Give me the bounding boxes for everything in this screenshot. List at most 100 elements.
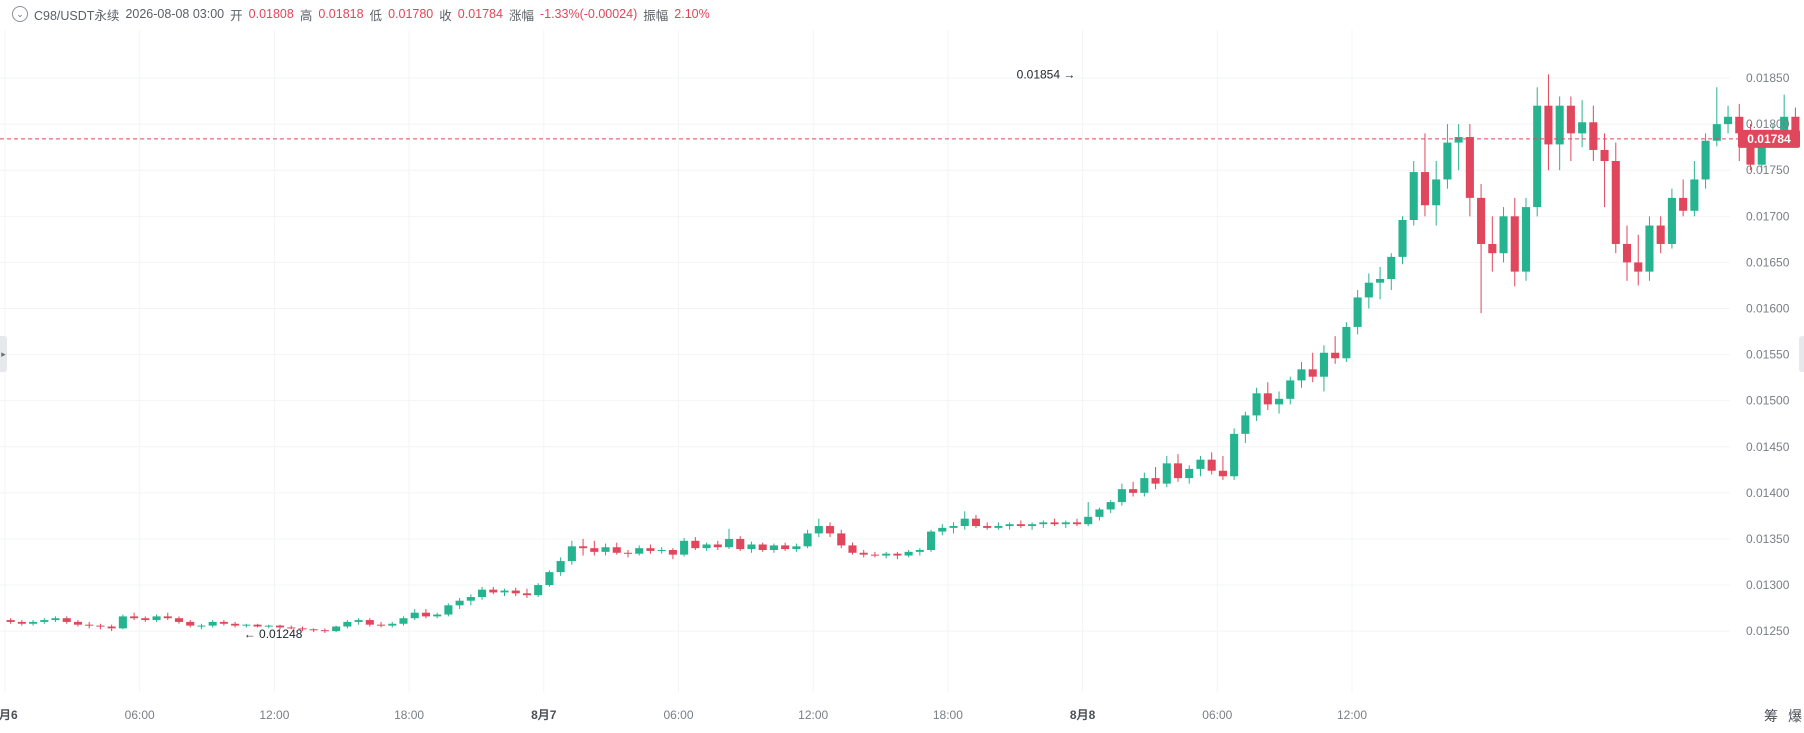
candle-body: [1735, 116, 1744, 134]
candle-body: [1544, 105, 1553, 145]
candle-body: [1319, 352, 1328, 377]
candle-body: [1252, 393, 1261, 416]
y-tick-label: 0.01250: [1746, 624, 1790, 638]
candle-body: [904, 551, 913, 556]
amplitude-value: 2.10%: [674, 7, 710, 21]
candle-body: [792, 546, 801, 550]
candle-body: [231, 623, 240, 626]
candle-body: [186, 621, 195, 626]
candle-body: [410, 612, 419, 619]
right-panel-toggle[interactable]: [1799, 336, 1804, 372]
candle-body: [758, 544, 767, 551]
candle-body: [1521, 207, 1531, 272]
candle-body: [983, 526, 992, 528]
candle-body: [1218, 470, 1227, 477]
candle-body: [1263, 393, 1272, 405]
candle-body: [522, 593, 532, 596]
candle-body: [691, 540, 700, 549]
annotation-layer: 0.01854 → ← 0.01248: [244, 67, 1076, 641]
candle-body: [174, 618, 184, 622]
candle-body: [724, 538, 734, 548]
symbol-label[interactable]: C98/USDT永续: [34, 8, 120, 23]
candle-body: [1555, 105, 1564, 145]
candle-body: [915, 550, 924, 552]
candle-body: [1701, 140, 1710, 180]
candle-body: [848, 545, 857, 553]
candle-body: [309, 629, 318, 631]
y-tick-label: 0.01800: [1746, 117, 1790, 131]
change-value: -1.33%(-0.00024): [539, 7, 638, 21]
candle-body: [1510, 216, 1519, 272]
candle-body: [1005, 524, 1014, 527]
y-tick-label: 0.01650: [1746, 255, 1790, 269]
candle-body: [736, 538, 745, 550]
left-panel-toggle[interactable]: ▸: [0, 336, 7, 372]
candle-body: [1297, 369, 1306, 381]
candle-body: [354, 620, 363, 622]
candle-body: [1274, 398, 1284, 405]
liquidation-tag[interactable]: 爆: [1788, 708, 1802, 724]
candle-body: [1230, 433, 1239, 477]
candle-body: [646, 548, 655, 551]
candle-body: [1387, 256, 1396, 279]
candle-body: [107, 626, 116, 629]
candle-body: [545, 572, 554, 586]
close-label: 收: [439, 8, 452, 23]
candle-body: [1420, 172, 1430, 206]
current-price-label: 0.01784: [1747, 132, 1791, 146]
x-tick-label: 8月7: [531, 708, 557, 722]
candle-body: [1039, 522, 1048, 525]
candle-body: [567, 546, 576, 562]
candle-body: [1286, 380, 1295, 399]
y-tick-label: 0.01550: [1746, 348, 1790, 362]
candle-body: [1342, 326, 1351, 359]
chevron-down-icon[interactable]: ⌄: [12, 6, 28, 22]
x-tick-label: 06:00: [125, 708, 155, 722]
min-price-annotation: ← 0.01248: [244, 627, 303, 641]
candle-body: [365, 620, 374, 625]
candle-body: [1622, 243, 1632, 263]
candle-body: [141, 618, 150, 621]
candle-body: [1611, 161, 1620, 244]
candle-body: [1084, 516, 1093, 525]
candle-body: [130, 616, 139, 619]
candle-body: [938, 527, 947, 532]
candle-body: [1578, 122, 1587, 134]
candle-body: [1117, 489, 1126, 503]
candle-body: [1634, 262, 1643, 272]
candle-body: [859, 552, 868, 555]
candle-body: [152, 616, 161, 621]
candle-body: [1667, 197, 1676, 244]
candle-body: [1364, 282, 1373, 298]
candle-body: [781, 545, 790, 550]
candle-body: [635, 548, 644, 554]
candle-body: [96, 625, 105, 627]
candle-body: [713, 544, 722, 548]
candle-body: [1162, 463, 1171, 484]
x-tick-label: 06:00: [663, 708, 693, 722]
candle-body: [253, 624, 262, 627]
candle-body: [1072, 522, 1082, 525]
candle-body: [332, 626, 341, 632]
y-axis: 0.01250 0.01300 0.01350 0.01400 0.01450 0.015…: [1746, 71, 1790, 638]
datetime-label: 2026-08-08 03:00: [125, 7, 225, 21]
candle-body: [40, 620, 49, 622]
candle-body: [62, 618, 71, 622]
candle-body: [994, 526, 1003, 528]
candle-body: [1353, 297, 1362, 327]
chips-tag[interactable]: 筹: [1764, 708, 1778, 724]
candle-body: [1207, 459, 1216, 471]
candle-body: [747, 544, 756, 550]
candle-body: [1465, 137, 1474, 198]
candle-body: [590, 548, 599, 552]
candle-body: [960, 518, 969, 527]
candle-body: [1028, 524, 1037, 527]
candle-body: [51, 618, 60, 621]
candle-body: [1050, 522, 1059, 525]
candle-body: [85, 624, 94, 626]
y-tick-label: 0.01750: [1746, 163, 1790, 177]
candle-body: [1757, 142, 1766, 165]
x-tick-label: 12:00: [1337, 708, 1367, 722]
